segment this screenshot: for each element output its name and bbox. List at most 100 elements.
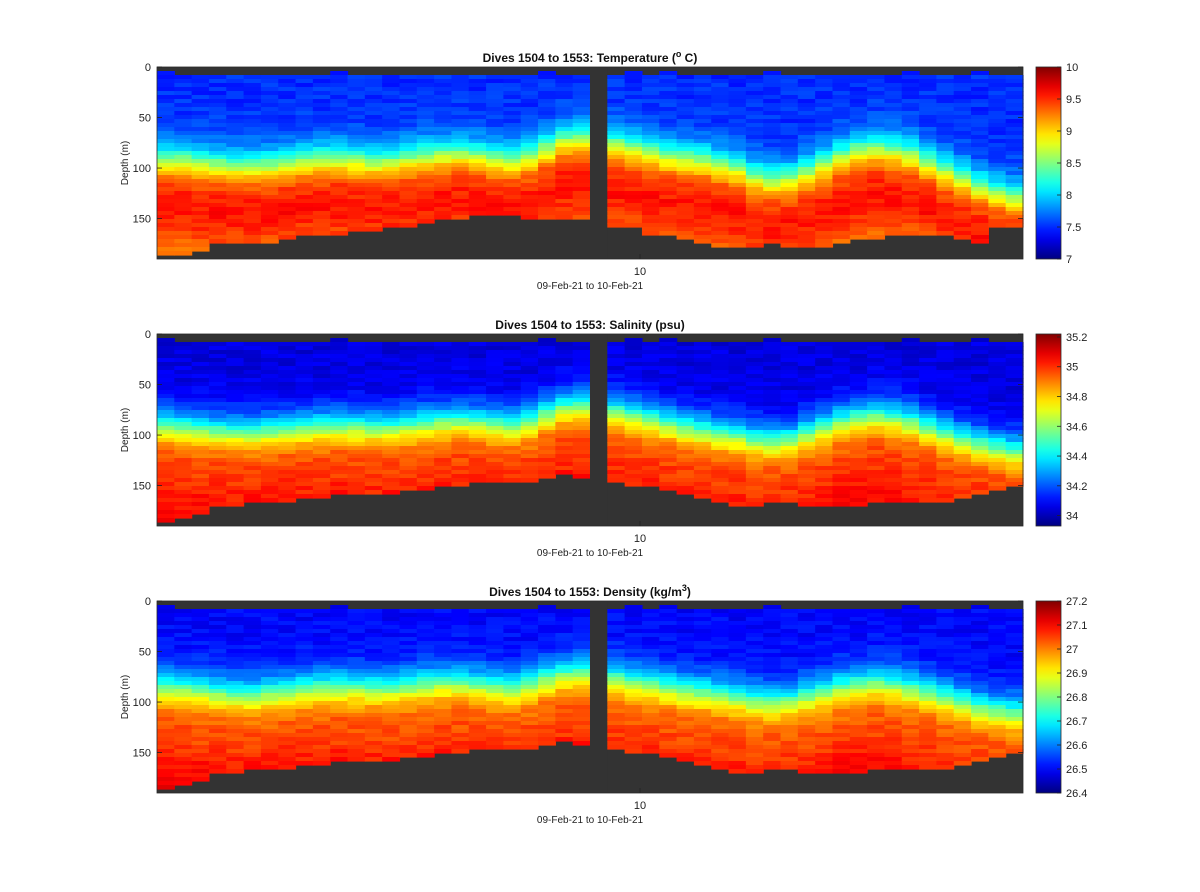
- heatmap-cell: [711, 219, 730, 224]
- heatmap-cell: [226, 107, 245, 112]
- heatmap-cell: [555, 617, 574, 622]
- heatmap-cell: [693, 402, 712, 407]
- heatmap-cell: [641, 374, 660, 379]
- heatmap-cell: [382, 378, 401, 383]
- heatmap-cell: [243, 697, 262, 702]
- heatmap-cell: [330, 430, 349, 435]
- heatmap-cell: [953, 199, 972, 204]
- heatmap-cell: [832, 135, 851, 140]
- heatmap-cell: [278, 669, 297, 674]
- heatmap-cell: [797, 187, 816, 192]
- heatmap-cell: [780, 155, 799, 160]
- heatmap-cell: [971, 370, 989, 375]
- heatmap-cell: [416, 386, 435, 391]
- heatmap-cell: [520, 91, 539, 96]
- heatmap-cell: [451, 697, 470, 702]
- heatmap-cell: [486, 705, 504, 710]
- heatmap-cell: [486, 741, 504, 746]
- heatmap-cell: [330, 625, 349, 630]
- heatmap-cell: [157, 199, 175, 204]
- heatmap-cell: [763, 386, 782, 391]
- heatmap-cell: [953, 103, 972, 108]
- heatmap-cell: [399, 653, 418, 658]
- heatmap-cell: [728, 235, 747, 240]
- heatmap-cell: [468, 103, 487, 108]
- heatmap-cell: [624, 430, 643, 435]
- heatmap-cell: [624, 482, 643, 487]
- heatmap-cell: [867, 75, 886, 80]
- heatmap-cell: [763, 362, 782, 367]
- heatmap-cell: [503, 91, 522, 96]
- heatmap-cell: [988, 430, 1007, 435]
- heatmap-cell: [330, 394, 349, 399]
- heatmap-cell: [416, 430, 435, 435]
- heatmap-cell: [953, 398, 972, 403]
- heatmap-cell: [278, 765, 297, 770]
- heatmap-cell: [174, 382, 193, 387]
- heatmap-cell: [572, 215, 591, 220]
- heatmap-cell: [226, 613, 245, 618]
- heatmap-cell: [330, 398, 349, 403]
- heatmap-cell: [312, 402, 331, 407]
- heatmap-cell: [191, 139, 210, 144]
- heatmap-cell: [347, 657, 366, 662]
- heatmap-cell: [295, 617, 314, 622]
- heatmap-cell: [641, 370, 660, 375]
- heatmap-cell: [538, 362, 556, 367]
- heatmap-cell: [624, 338, 643, 343]
- heatmap-cell: [711, 135, 730, 140]
- heatmap-cell: [607, 151, 626, 156]
- heatmap-cell: [693, 462, 712, 467]
- heatmap-cell: [347, 474, 366, 479]
- heatmap-cell: [919, 434, 937, 439]
- heatmap-cell: [884, 370, 903, 375]
- heatmap-cell: [243, 127, 262, 132]
- heatmap-cell: [711, 382, 730, 387]
- heatmap-cell: [174, 163, 193, 168]
- heatmap-cell: [295, 398, 314, 403]
- heatmap-cell: [763, 163, 782, 168]
- heatmap-cell: [797, 482, 816, 487]
- heatmap-cell: [711, 446, 730, 451]
- heatmap-cell: [243, 753, 262, 758]
- heatmap-cell: [607, 625, 626, 630]
- heatmap-cell: [503, 111, 522, 116]
- heatmap-cell: [953, 346, 972, 351]
- heatmap-cell: [486, 167, 504, 172]
- heatmap-cell: [797, 171, 816, 176]
- heatmap-cell: [226, 653, 245, 658]
- heatmap-cell: [624, 418, 643, 423]
- heatmap-cell: [382, 689, 401, 694]
- heatmap-cell: [659, 79, 678, 84]
- heatmap-cell: [815, 422, 834, 427]
- heatmap-cell: [330, 454, 349, 459]
- heatmap-cell: [347, 370, 366, 375]
- heatmap-cell: [728, 131, 747, 136]
- heatmap-cell: [174, 127, 193, 132]
- heatmap-cell: [312, 131, 331, 136]
- heatmap-cell: [780, 191, 799, 196]
- heatmap-cell: [849, 362, 868, 367]
- heatmap-cell: [226, 167, 245, 172]
- heatmap-cell: [780, 215, 799, 220]
- heatmap-cell: [745, 490, 764, 495]
- heatmap-cell: [832, 143, 851, 148]
- heatmap-cell: [607, 139, 626, 144]
- heatmap-cell: [226, 207, 245, 212]
- heatmap-cell: [157, 745, 175, 750]
- heatmap-cell: [538, 446, 556, 451]
- heatmap-cell: [157, 215, 175, 220]
- heatmap-cell: [260, 342, 279, 347]
- x-axis-label: 09-Feb-21 to 10-Feb-21: [537, 548, 644, 559]
- heatmap-cell: [849, 155, 868, 160]
- heatmap-cell: [971, 462, 989, 467]
- heatmap-cell: [503, 741, 522, 746]
- heatmap-cell: [624, 91, 643, 96]
- heatmap-cell: [693, 370, 712, 375]
- heatmap-cell: [711, 398, 730, 403]
- heatmap-cell: [936, 342, 955, 347]
- heatmap-cell: [399, 745, 418, 750]
- heatmap-cell: [451, 709, 470, 714]
- heatmap-cell: [676, 115, 695, 120]
- heatmap-cell: [260, 673, 279, 678]
